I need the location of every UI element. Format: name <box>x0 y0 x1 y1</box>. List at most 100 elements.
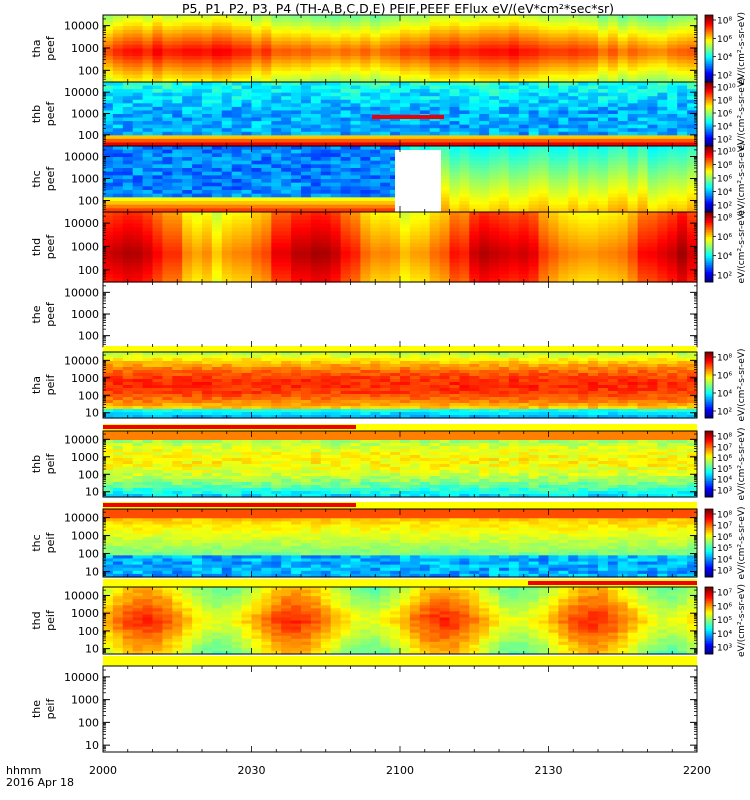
heatmap-cell <box>637 215 649 221</box>
heatmap-cell <box>489 201 500 206</box>
heatmap-cell <box>627 160 639 165</box>
heatmap-cell <box>677 243 688 248</box>
heatmap-cell <box>340 74 352 79</box>
heatmap-cell <box>439 274 451 279</box>
heatmap-cell <box>132 157 144 162</box>
heatmap-cell <box>340 201 352 206</box>
heatmap-cell <box>508 243 520 248</box>
heatmap-cell <box>172 153 183 158</box>
heatmap-cell <box>202 262 213 268</box>
heatmap-cell <box>162 52 173 57</box>
heatmap-cell <box>429 52 441 57</box>
heatmap-cell <box>142 48 154 53</box>
heatmap-cell <box>370 186 381 191</box>
heatmap-cell <box>439 85 451 90</box>
heatmap-cell <box>538 103 550 108</box>
heatmap-cell <box>271 201 282 206</box>
heatmap-cell <box>103 274 114 279</box>
heatmap-cell <box>310 78 322 83</box>
heatmap-cell <box>390 106 401 112</box>
heatmap-cell <box>231 15 243 20</box>
heatmap-cell <box>330 96 342 101</box>
heatmap-cell <box>558 89 569 94</box>
heatmap-cell <box>330 258 342 264</box>
heatmap-cell <box>588 204 599 209</box>
heatmap-cell <box>142 227 154 233</box>
heatmap-cell <box>647 204 658 209</box>
heatmap-cell <box>479 44 490 50</box>
heatmap-cell <box>568 250 579 256</box>
colorbar-tick-label: 10⁸ <box>717 214 732 224</box>
heatmap-cell <box>182 29 193 35</box>
heatmap-cell <box>231 193 243 198</box>
heatmap-cell <box>558 121 569 126</box>
heatmap-cell <box>261 190 272 195</box>
heatmap-cell <box>528 131 540 136</box>
heatmap-cell <box>449 160 460 165</box>
heatmap-cell <box>103 74 114 79</box>
heatmap-cell <box>449 138 460 144</box>
heatmap-cell <box>122 131 134 136</box>
heatmap-cell <box>627 231 639 236</box>
heatmap-cell <box>588 193 599 198</box>
heatmap-cell <box>637 243 649 248</box>
heatmap-cell <box>687 219 698 225</box>
heatmap-cell <box>202 168 213 173</box>
heatmap-cell <box>548 235 559 240</box>
heatmap-cell <box>320 186 332 191</box>
heatmap-cell <box>122 153 134 158</box>
heatmap-cell <box>568 204 579 209</box>
heatmap-cell <box>261 29 272 35</box>
heatmap-cell <box>508 110 520 115</box>
heatmap-cell <box>251 262 262 268</box>
heatmap-cell <box>508 59 520 64</box>
heatmap-cell <box>607 99 619 104</box>
heatmap-cell <box>627 212 639 217</box>
heatmap-cell <box>132 106 144 112</box>
heatmap-cell <box>202 92 213 97</box>
heatmap-cell <box>409 67 421 72</box>
heatmap-cell <box>518 179 530 184</box>
heatmap-cell <box>301 278 312 283</box>
heatmap-cell <box>350 247 361 252</box>
heatmap-cell <box>558 270 569 275</box>
heatmap-cell <box>271 239 282 244</box>
heatmap-cell <box>152 262 163 268</box>
heatmap-cell <box>409 44 421 50</box>
heatmap-cell <box>221 197 233 202</box>
heatmap-cell <box>112 33 124 38</box>
heatmap-cell <box>508 231 520 236</box>
heatmap-cell <box>142 103 154 108</box>
heatmap-cell <box>162 219 173 225</box>
heatmap-cell <box>409 74 421 79</box>
colorbar-cell <box>705 115 713 118</box>
heatmap-cell <box>122 160 134 165</box>
heatmap-cell <box>182 274 193 279</box>
heatmap-cell <box>103 89 114 94</box>
heatmap-cell <box>221 103 233 108</box>
heatmap-cell <box>281 55 292 61</box>
heatmap-cell <box>291 131 302 136</box>
heatmap-cell <box>390 18 401 24</box>
heatmap-cell <box>598 197 609 202</box>
heatmap-cell <box>241 258 253 264</box>
heatmap-cell <box>122 52 134 57</box>
heatmap-cell <box>132 227 144 233</box>
heatmap-cell <box>182 179 193 184</box>
heatmap-cell <box>459 239 470 244</box>
heatmap-cell <box>172 193 183 198</box>
heatmap-cell <box>588 231 599 236</box>
heatmap-cell <box>479 70 490 76</box>
heatmap-cell <box>192 270 203 275</box>
heatmap-cell <box>578 258 589 264</box>
heatmap-cell <box>330 175 342 180</box>
heatmap-cell <box>657 231 668 236</box>
colorbar-cell <box>705 165 713 168</box>
heatmap-cell <box>162 82 173 87</box>
ytick-label: 10000 <box>64 286 99 299</box>
heatmap-cell <box>518 92 530 97</box>
heatmap-cell <box>152 212 163 217</box>
heatmap-cell <box>439 110 451 115</box>
heatmap-cell <box>479 33 490 38</box>
heatmap-cell <box>241 74 253 79</box>
